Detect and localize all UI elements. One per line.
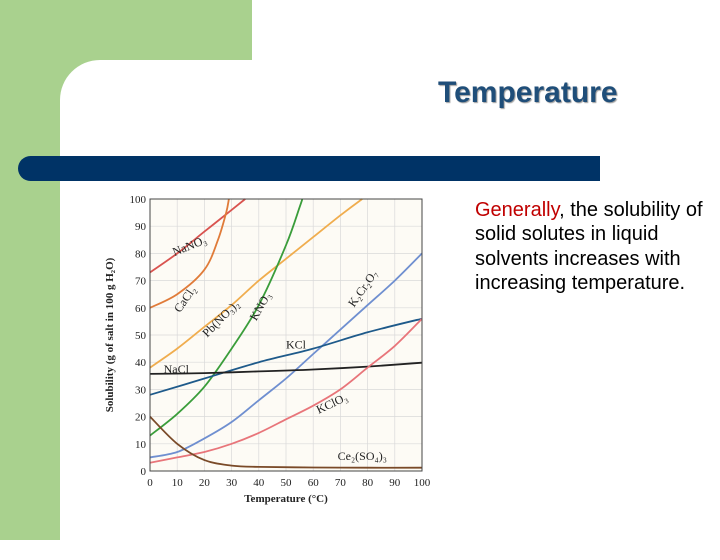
y-tick-label: 80: [135, 248, 147, 260]
slide-title: Temperature: [438, 76, 618, 109]
y-tick-label: 10: [135, 439, 147, 451]
y-tick-label: 70: [135, 276, 147, 288]
y-tick-label: 100: [130, 194, 147, 206]
x-tick-label: 20: [199, 477, 211, 489]
series-label: Ce₂(SO₄)₃: [338, 449, 387, 463]
body-rest: , the solubility of solid solutes in liq…: [475, 199, 703, 295]
series-label: NaCl: [164, 362, 190, 376]
series-line: [149, 318, 423, 464]
series-line: [149, 198, 230, 309]
y-tick-label: 0: [141, 466, 147, 478]
x-tick-label: 60: [308, 477, 320, 489]
tick-labels: 0 10 20 30 40 50 60 70 80 90 100 0 10 20 30 40 50 60 70 80 9…: [130, 194, 431, 489]
y-tick-label: 50: [135, 330, 147, 342]
x-axis-label: Temperature (°C): [244, 493, 328, 505]
x-tick-label: 100: [414, 477, 431, 489]
axes: [149, 198, 423, 472]
x-tick-label: 30: [226, 477, 238, 489]
series-lines: [149, 198, 423, 469]
x-tick-label: 50: [281, 477, 293, 489]
x-tick-label: 90: [389, 477, 401, 489]
x-tick-label: 0: [147, 477, 153, 489]
series-line: [149, 415, 423, 469]
body-text: Generally, the solubility of solid solut…: [475, 198, 705, 296]
y-axis-label: Solubility (g of salt in 100 g H₂O): [104, 257, 116, 412]
series-line: [149, 198, 304, 437]
highlight-word: Generally: [475, 199, 560, 221]
series-label: KCl: [286, 338, 307, 352]
y-tick-label: 90: [135, 221, 147, 233]
y-tick-label: 20: [135, 412, 147, 424]
series-line: [149, 361, 423, 375]
solubility-chart: 0 10 20 30 40 50 60 70 80 90 100 0 10 20 30 40 50 60 70 80 9…: [104, 194, 431, 505]
x-tick-label: 40: [253, 477, 264, 489]
title-divider-bar: [18, 156, 600, 181]
x-tick-label: 10: [172, 477, 184, 489]
series-line: [149, 198, 363, 369]
x-tick-label: 70: [335, 477, 347, 489]
x-tick-label: 80: [362, 477, 374, 489]
y-tick-label: 40: [135, 357, 147, 369]
y-tick-label: 60: [135, 303, 147, 315]
y-tick-label: 30: [135, 384, 147, 396]
series-line: [149, 252, 423, 459]
series-line: [149, 198, 246, 274]
series-line: [149, 317, 423, 396]
plot-frame: [149, 198, 423, 472]
